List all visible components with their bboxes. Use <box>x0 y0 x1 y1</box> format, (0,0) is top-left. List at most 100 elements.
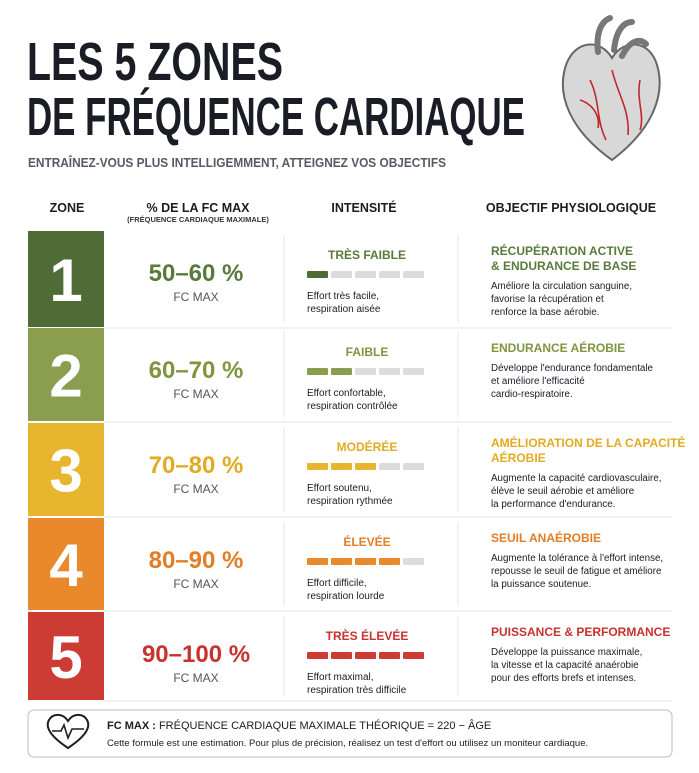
intensity-description: Effort maximal, <box>307 672 374 683</box>
intensity-segment-filled <box>307 271 328 278</box>
intensity-description: Effort difficile, <box>307 578 367 589</box>
zone-number: 4 <box>49 532 83 599</box>
zone-box <box>28 612 104 700</box>
objective-title: RÉCUPÉRATION ACTIVE <box>491 243 633 258</box>
unit: FC MAX <box>173 671 218 685</box>
percent: 90–100 % <box>142 641 250 668</box>
intensity-description: Effort confortable, <box>307 388 386 399</box>
table-header: ZONE % DE LA FC MAX (FRÉQUENCE CARDIAQUE… <box>50 200 656 224</box>
intensity-segment-empty <box>355 368 376 375</box>
objective-description: la vitesse et la capacité anaérobie <box>491 660 639 671</box>
objective-description: Améliore la circulation sanguine, <box>491 281 632 292</box>
intensity-segment-filled <box>307 368 328 375</box>
unit: FC MAX <box>173 482 218 496</box>
intensity-segment-filled <box>379 652 400 659</box>
intensity-segment-empty <box>403 463 424 470</box>
percent: 50–60 % <box>149 260 244 287</box>
intensity-segment-filled <box>307 463 328 470</box>
unit: FC MAX <box>173 290 218 304</box>
intensity-label: MODÉRÉE <box>337 439 398 454</box>
title-line: DE FRÉQUENCE CARDIAQUE <box>27 87 525 147</box>
intensity-description: respiration très difficile <box>307 685 407 696</box>
heart-icon <box>46 713 90 750</box>
objective-description: cardio-respiratoire. <box>491 389 573 400</box>
footer-note: Cette formule est une estimation. Pour p… <box>107 738 588 749</box>
footer-formula: FC MAX : FRÉQUENCE CARDIAQUE MAXIMALE TH… <box>107 719 491 732</box>
intensity-description: Effort très facile, <box>307 291 379 302</box>
intensity-segment-empty <box>379 368 400 375</box>
zone-number: 5 <box>49 624 82 691</box>
intensity-segment-empty <box>379 271 400 278</box>
objective-title: ENDURANCE AÉROBIE <box>491 340 625 355</box>
column-header: % DE LA FC MAX <box>146 201 250 215</box>
intensity-label: ÉLEVÉE <box>343 534 390 549</box>
zone-number: 1 <box>49 247 82 314</box>
objective-description: Développe la puissance maximale, <box>491 647 642 658</box>
table-body: 1 50–60 % FC MAX TRÈS FAIBLE Effort très fac… <box>28 231 685 702</box>
footer-text: FRÉQUENCE CARDIAQUE MAXIMALE THÉORIQUE =… <box>156 719 491 732</box>
intensity-segment-empty <box>331 271 352 278</box>
objective-title: AMÉLIORATION DE LA CAPACITÉ <box>491 435 685 450</box>
zone-number: 2 <box>49 343 82 410</box>
intensity-description: respiration rythmée <box>307 496 393 507</box>
unit: FC MAX <box>173 387 218 401</box>
title-line: LES 5 ZONES <box>27 32 283 92</box>
percent: 60–70 % <box>149 357 244 384</box>
intensity-segment-filled <box>403 652 424 659</box>
intensity-label: TRÈS FAIBLE <box>328 247 406 262</box>
pulse-icon <box>52 722 84 741</box>
objective-description: Augmente la capacité cardiovasculaire, <box>491 473 661 484</box>
objective-description: et améliore l'efficacité <box>491 376 585 387</box>
objective-title: SEUIL ANAÉROBIE <box>491 530 601 545</box>
zone-box <box>28 423 104 516</box>
column-header: OBJECTIF PHYSIOLOGIQUE <box>486 201 656 215</box>
intensity-segment-empty <box>355 271 376 278</box>
objective-title: AÉROBIE <box>491 450 546 465</box>
column-header: INTENSITÉ <box>331 200 396 215</box>
footer-label: FC MAX : <box>107 720 156 732</box>
intensity-description: respiration lourde <box>307 591 385 602</box>
column-note: (FRÉQUENCE CARDIAQUE MAXIMALE) <box>127 215 269 224</box>
objective-description: Augmente la tolérance à l'effort intense… <box>491 553 663 564</box>
zone-box <box>28 518 104 610</box>
intensity-segment-empty <box>403 271 424 278</box>
intensity-segment-empty <box>379 463 400 470</box>
objective-title: & ENDURANCE DE BASE <box>491 259 636 273</box>
objective-description: repousse le seuil de fatigue et améliore <box>491 566 662 577</box>
percent: 70–80 % <box>149 452 244 479</box>
zone-box <box>28 231 104 327</box>
intensity-segment-filled <box>307 652 328 659</box>
heart-illustration <box>561 15 661 162</box>
objective-description: renforce la base aérobie. <box>491 307 599 318</box>
objective-description: favorise la récupération et <box>491 294 604 305</box>
zone-number: 3 <box>49 438 82 505</box>
footer-box <box>27 709 673 758</box>
zone-box <box>28 328 104 421</box>
objective-description: Développe l'endurance fondamentale <box>491 363 654 374</box>
unit: FC MAX <box>173 577 218 591</box>
objective-description: pour des efforts brefs et intenses. <box>491 673 636 684</box>
subtitle: ENTRAÎNEZ-VOUS PLUS INTELLIGEMMENT, ATTE… <box>28 155 446 170</box>
footer: FC MAX : FRÉQUENCE CARDIAQUE MAXIMALE TH… <box>27 709 673 758</box>
percent: 80–90 % <box>149 547 244 574</box>
objective-description: la puissance soutenue. <box>491 579 591 590</box>
intensity-segment-filled <box>355 558 376 565</box>
intensity-segment-filled <box>379 558 400 565</box>
objective-description: la performance d'endurance. <box>491 499 615 510</box>
intensity-description: respiration aisée <box>307 304 381 315</box>
intensity-description: Effort soutenu, <box>307 483 372 494</box>
objective-title: PUISSANCE & PERFORMANCE <box>491 625 670 639</box>
intensity-segment-filled <box>331 368 352 375</box>
intensity-segment-filled <box>331 463 352 470</box>
intensity-description: respiration contrôlée <box>307 401 398 412</box>
objective-description: élève le seuil aérobie et améliore <box>491 486 635 497</box>
column-header: ZONE <box>50 201 85 215</box>
intensity-segment-filled <box>355 463 376 470</box>
intensity-segment-empty <box>403 558 424 565</box>
intensity-segment-filled <box>331 558 352 565</box>
intensity-label: TRÈS ÉLEVÉE <box>326 628 409 643</box>
intensity-segment-filled <box>331 652 352 659</box>
intensity-label: FAIBLE <box>346 345 389 359</box>
intensity-segment-empty <box>403 368 424 375</box>
